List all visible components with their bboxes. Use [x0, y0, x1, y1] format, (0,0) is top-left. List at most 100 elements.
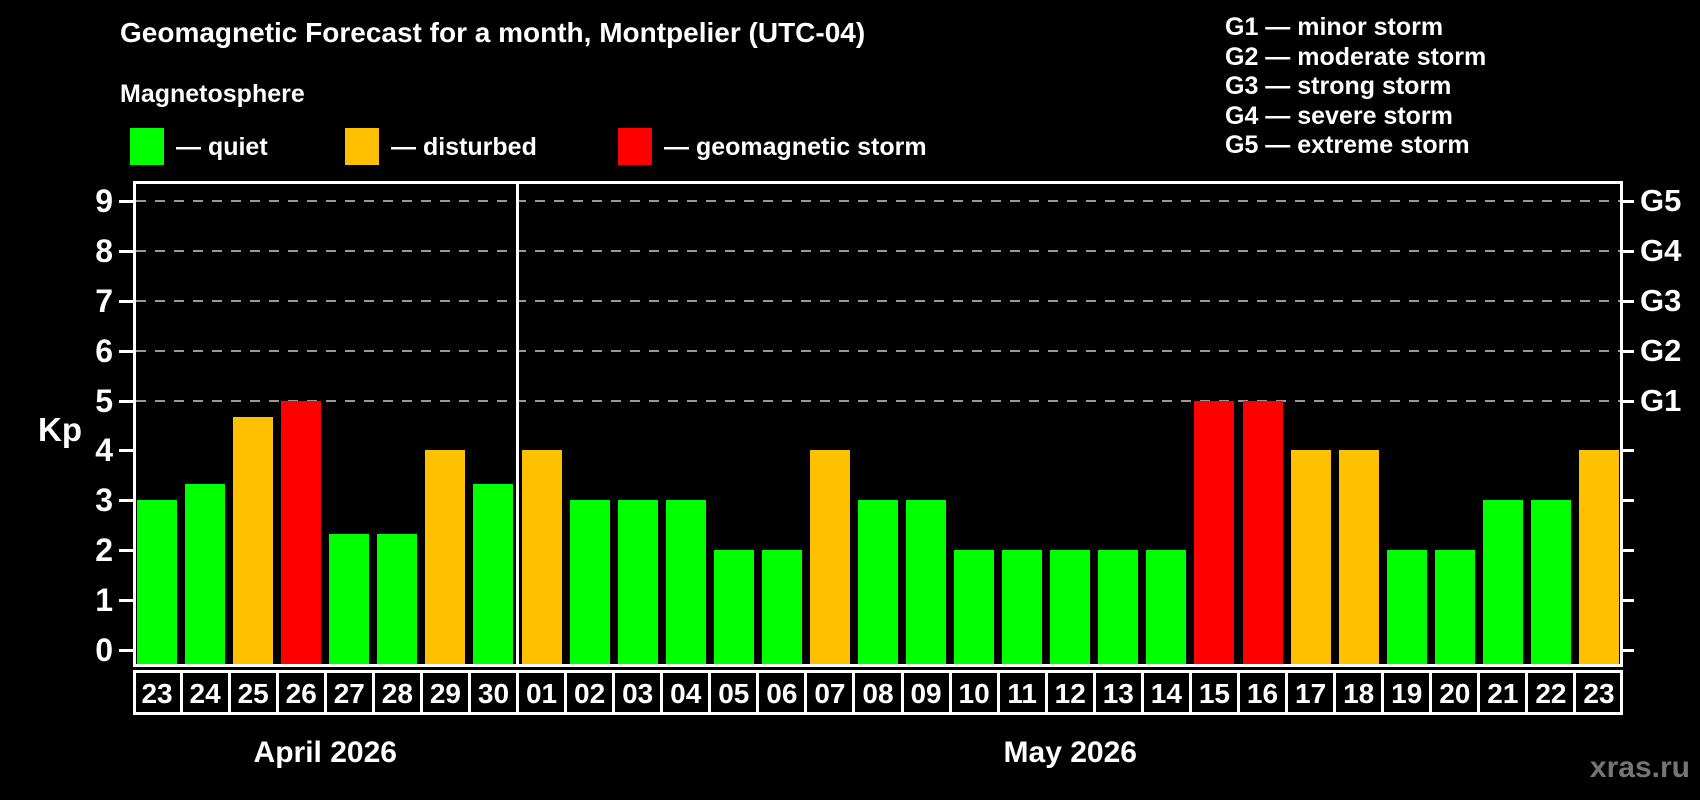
day-cell-separator [612, 673, 616, 712]
g3-legend-line: G3 — strong storm [1225, 72, 1452, 100]
day-label: 08 [862, 678, 894, 709]
kp-bar [1482, 500, 1523, 664]
day-cell-separator [900, 673, 904, 712]
y-axis-tick [119, 349, 133, 353]
disturbed-legend-swatch [345, 128, 379, 165]
kp-bar [425, 450, 466, 664]
g1-legend-line: G1 — minor storm [1225, 13, 1444, 41]
day-cell-separator [1429, 673, 1433, 712]
day-label: 09 [910, 678, 942, 709]
kp-bar [377, 533, 418, 664]
day-cell-separator [1333, 673, 1337, 712]
kp-bar [1578, 450, 1619, 664]
day-cell-separator [1236, 673, 1240, 712]
day-cell-separator [1044, 673, 1048, 712]
g5-legend-line: G5 — extreme storm [1225, 131, 1470, 159]
month-label: May 2026 [1003, 736, 1137, 769]
kp-bar [233, 416, 274, 664]
day-cell-separator [564, 673, 568, 712]
kp-bar [1098, 550, 1139, 664]
day-label: 19 [1391, 678, 1423, 709]
day-cell-separator [1188, 673, 1192, 712]
day-label: 18 [1343, 678, 1375, 709]
day-label: 17 [1295, 678, 1327, 709]
g-axis-tick [1620, 599, 1634, 603]
kp-bar [1290, 450, 1331, 664]
storm-legend-label: — geomagnetic storm [664, 133, 927, 161]
day-cell-separator [1381, 673, 1385, 712]
day-cell-separator [227, 673, 231, 712]
g-axis-label: G5 [1640, 182, 1682, 218]
day-cell-separator [179, 673, 183, 712]
g-axis-tick [1620, 299, 1634, 303]
y-axis-label: 1 [95, 582, 113, 619]
day-label: 04 [670, 678, 702, 709]
g-axis-tick [1620, 349, 1634, 353]
day-label: 21 [1487, 678, 1519, 709]
day-label: 28 [381, 678, 413, 709]
storm-scale-legend: G1 — minor storm G2 — moderate storm G3 … [1225, 13, 1486, 161]
quiet-legend-swatch [130, 128, 164, 165]
g-axis-label: G3 [1640, 282, 1682, 318]
day-cell-separator [756, 673, 760, 712]
kp-bar [521, 450, 562, 664]
g-axis-tick [1620, 199, 1634, 203]
day-label: 20 [1439, 678, 1471, 709]
day-label: 12 [1054, 678, 1086, 709]
g-axis-label: G4 [1640, 232, 1682, 268]
grid-line [136, 399, 1620, 402]
day-label: 07 [814, 678, 846, 709]
kp-bar [185, 483, 226, 664]
day-label: 10 [958, 678, 990, 709]
grid-line [136, 349, 1620, 352]
day-label: 23 [1583, 678, 1615, 709]
y-axis-label: 6 [95, 332, 113, 369]
day-cell-separator [371, 673, 375, 712]
kp-bar [329, 533, 370, 664]
day-cell-separator [323, 673, 327, 712]
kp-bar [1242, 400, 1283, 664]
kp-bar [1386, 550, 1427, 664]
day-label: 03 [622, 678, 654, 709]
y-axis-tick [119, 199, 133, 203]
kp-bar [858, 500, 898, 664]
kp-bar [809, 450, 850, 664]
day-label: 29 [429, 678, 461, 709]
kp-bar [1146, 550, 1187, 664]
y-axis-tick [119, 399, 133, 403]
kp-bar [1434, 550, 1475, 664]
kp-bar [569, 500, 610, 664]
y-axis-tick [119, 549, 133, 553]
y-axis-label: 8 [95, 232, 113, 269]
y-axis-tick [119, 299, 133, 303]
day-label: 06 [766, 678, 798, 709]
y-axis-label: 9 [95, 182, 113, 219]
y-axis-label: 5 [95, 382, 113, 419]
day-cell-separator [275, 673, 279, 712]
day-cell-separator [1285, 673, 1289, 712]
g-axis-tick [1620, 249, 1634, 253]
kp-bar [137, 500, 178, 664]
kp-axis-title: Kp [38, 411, 82, 448]
day-label: 24 [189, 678, 221, 709]
kp-bar [617, 500, 658, 664]
day-cell-separator [804, 673, 808, 712]
xras-watermark: xras.ru [1589, 751, 1690, 784]
grid-line [136, 299, 1620, 302]
g-axis-label: G2 [1640, 332, 1682, 368]
g-axis-tick [1620, 399, 1634, 403]
y-axis-tick [119, 649, 133, 652]
quiet-legend-label: — quiet [176, 133, 268, 161]
g4-legend-line: G4 — severe storm [1225, 101, 1453, 130]
y-axis-label: 0 [95, 632, 113, 668]
y-axis-label: 4 [95, 432, 113, 469]
disturbed-legend-label: — disturbed [391, 133, 537, 161]
kp-bar [906, 500, 947, 664]
kp-bar [954, 550, 995, 664]
grid-line [136, 249, 1620, 252]
kp-bar [1338, 450, 1379, 664]
g-axis-tick [1620, 499, 1634, 503]
g-axis-label: G1 [1640, 382, 1682, 418]
